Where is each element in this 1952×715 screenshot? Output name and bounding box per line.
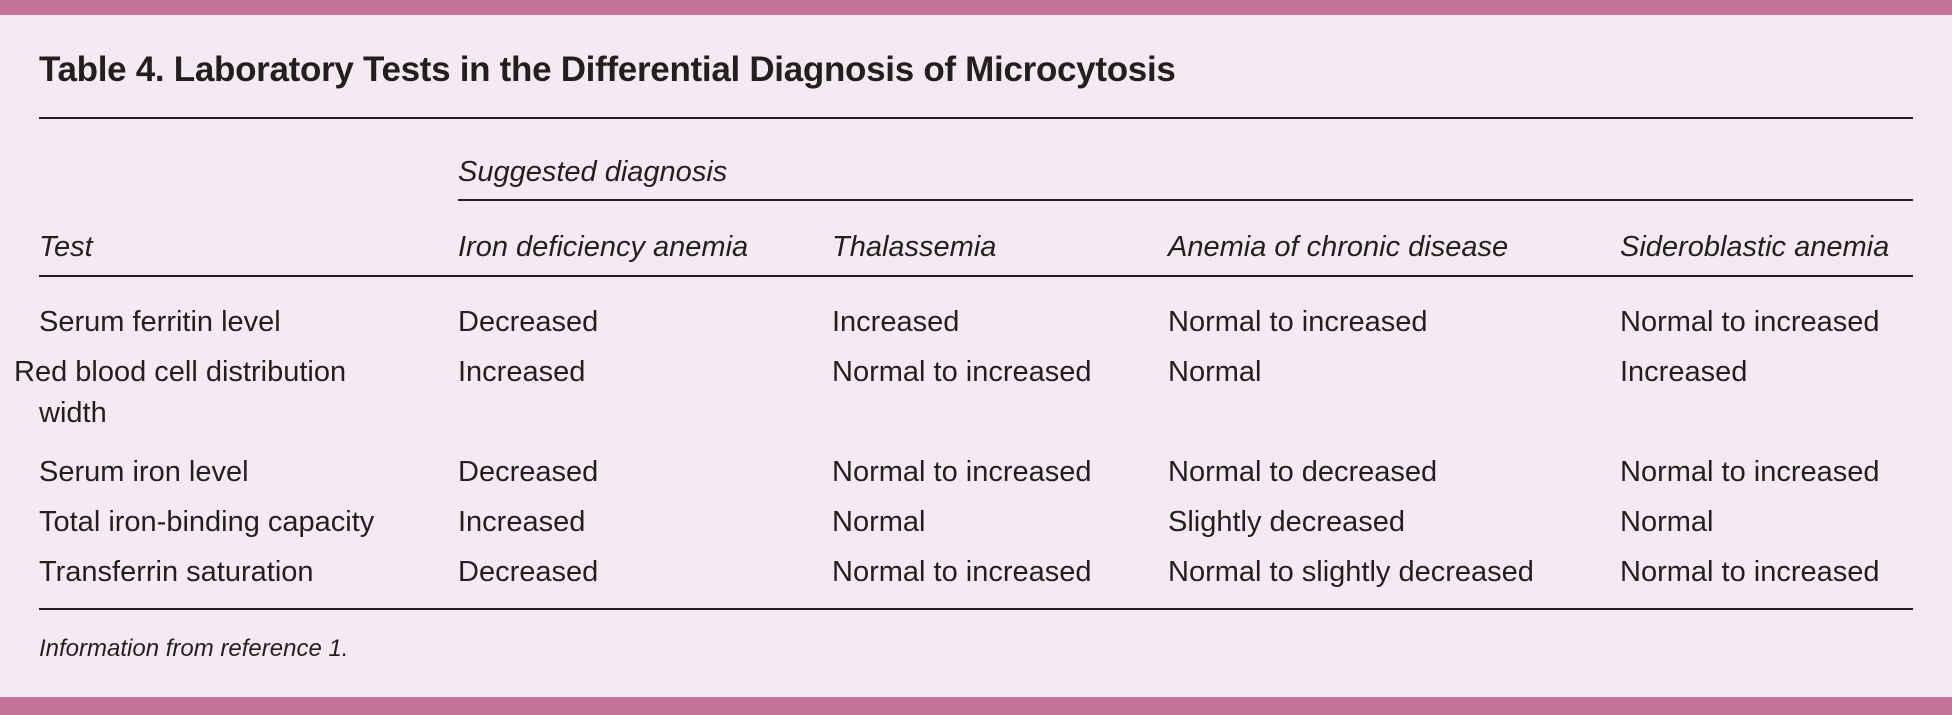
table-cell: Decreased [458,306,599,338]
table-cell: Slightly decreased [1168,506,1405,538]
table-cell: Increased [458,506,586,538]
test-name-cell: Total iron-binding capacity [39,506,375,538]
test-name-cell: Red blood cell distribution width [14,356,347,429]
header-rule [39,275,1913,277]
table-cell: Increased [458,356,586,388]
table-cell: Normal to increased [832,556,1092,588]
table-cell: Normal [1620,506,1714,538]
group-rule [458,199,1913,201]
group-header: Suggested diagnosis [458,156,728,188]
column-header: Thalassemia [832,231,997,263]
table-cell: Normal to increased [1168,306,1428,338]
column-header: Test [39,231,93,263]
title-rule [39,117,1913,119]
bottom-rule [39,608,1913,610]
column-header: Anemia of chronic disease [1168,231,1509,263]
test-name-cell: Serum iron level [39,456,249,488]
table-cell: Decreased [458,556,599,588]
test-name-cell: Transferrin saturation [39,556,314,588]
test-name-cell: Serum ferritin level [39,306,281,338]
table-cell: Normal to increased [1620,306,1880,338]
table-cell: Normal to increased [832,456,1092,488]
column-header: Iron deficiency anemia [458,231,749,263]
table-cell: Increased [832,306,960,338]
table-cell: Normal to increased [832,356,1092,388]
table-cell: Increased [1620,356,1748,388]
top-accent-bar [0,0,1952,15]
table-cell: Normal to increased [1620,456,1880,488]
table-cell: Normal to decreased [1168,456,1438,488]
table-cell: Normal to slightly decreased [1168,556,1534,588]
table-cell: Decreased [458,456,599,488]
bottom-accent-bar [0,697,1952,715]
table-title: Table 4. Laboratory Tests in the Differe… [39,50,1176,89]
footnote: Information from reference 1. [39,635,349,662]
table-cell: Normal [1168,356,1262,388]
table-cell: Normal to increased [1620,556,1880,588]
table-cell: Normal [832,506,926,538]
column-header: Sideroblastic anemia [1620,231,1890,263]
